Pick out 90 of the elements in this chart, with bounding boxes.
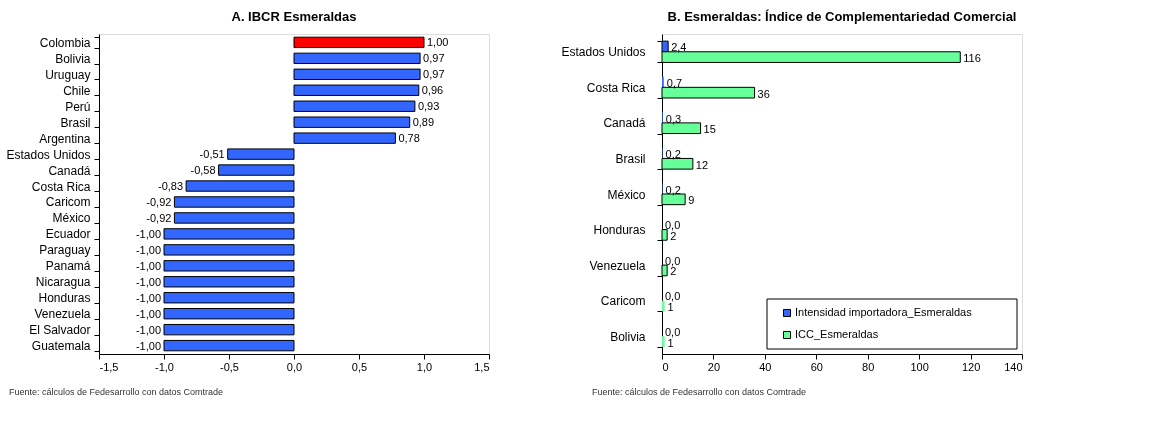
data-label: 0,78 — [398, 132, 420, 145]
data-label: 2,4 — [671, 41, 687, 54]
data-label: -0,83 — [158, 180, 184, 193]
data-label: 0,0 — [665, 290, 681, 303]
data-label: -1,00 — [135, 291, 161, 304]
data-label: 0,0 — [665, 219, 681, 232]
y-tick-label: Canadá — [603, 116, 646, 131]
y-tick-label: Bolivia — [610, 329, 646, 344]
data-label: -1,00 — [135, 339, 161, 352]
chart-title: B. Esmeraldas: Índice de Complementariedad Comercial — [667, 9, 1017, 24]
data-label: -1,00 — [135, 275, 161, 288]
legend-label: ICC_Esmeraldas — [795, 328, 879, 340]
legend-label: Intensidad importadora_Esmeraldas — [795, 306, 973, 318]
x-tick-label: 0 — [662, 360, 669, 373]
data-label: 0,93 — [417, 100, 440, 113]
data-label: -0,58 — [190, 164, 216, 177]
data-label: 1 — [667, 336, 674, 349]
data-label: -1,00 — [135, 227, 161, 240]
bar — [662, 300, 665, 312]
data-label: -1,00 — [135, 307, 161, 320]
y-tick-label: Paraguay — [39, 243, 91, 258]
x-tick-label: 1,5 — [474, 360, 490, 373]
chart-title: A. IBCR Esmeraldas — [231, 9, 357, 24]
data-label: 2 — [670, 265, 677, 278]
y-tick-label: Canadá — [48, 163, 91, 178]
y-tick-label: Estados Unidos — [561, 45, 646, 60]
y-tick-label: Bolivia — [55, 51, 91, 66]
y-tick-label: El Salvador — [29, 323, 91, 338]
y-tick-label: México — [607, 187, 646, 202]
data-label: -0,92 — [146, 211, 172, 224]
y-tick-label: Colombia — [39, 35, 91, 50]
data-label: 0,7 — [666, 77, 683, 89]
data-label: 0,0 — [665, 325, 681, 338]
y-tick-label: Brasil — [615, 151, 646, 166]
data-label: 116 — [963, 52, 981, 65]
data-label: -0,92 — [146, 195, 172, 208]
data-label: 0,2 — [665, 183, 681, 196]
source-note: Fuente: cálculos de Fedesarrollo con datos Comtrade — [9, 387, 224, 397]
y-tick-label: Caricom — [600, 294, 646, 309]
y-tick-label: Honduras — [38, 291, 91, 306]
data-label: 0,96 — [421, 84, 444, 97]
data-label: 12 — [695, 158, 709, 171]
y-tick-label: Brasil — [60, 115, 91, 130]
y-tick-label: Costa Rica — [586, 80, 646, 95]
data-label: 0,0 — [665, 254, 681, 267]
data-label: -1,00 — [135, 243, 161, 256]
y-tick-label: Caricom — [45, 195, 91, 210]
x-tick-label: -1,5 — [99, 360, 119, 373]
y-tick-label: Guatemala — [31, 339, 91, 354]
x-tick-label: 0,0 — [286, 360, 303, 373]
data-label: 2 — [670, 229, 677, 242]
y-tick-label: Perú — [65, 99, 91, 114]
y-tick-label: Argentina — [39, 131, 91, 146]
data-label: 0,2 — [665, 148, 681, 161]
y-tick-label: Ecuador — [45, 227, 91, 242]
x-tick-label: 80 — [862, 360, 875, 373]
source-note: Fuente: cálculos de Fedesarrollo con datos Comtrade — [592, 387, 807, 397]
y-tick-label: Estados Unidos — [6, 147, 91, 162]
data-label: 0,89 — [412, 116, 435, 129]
x-tick-label: -1,0 — [155, 360, 174, 373]
x-tick-label: 0,5 — [351, 360, 368, 373]
data-label: 1,00 — [427, 36, 449, 49]
data-label: -0,51 — [199, 148, 225, 161]
data-label: -1,00 — [135, 259, 161, 272]
y-tick-label: Venezuela — [589, 258, 646, 273]
x-tick-label: 140 — [1004, 360, 1023, 373]
y-tick-label: Costa Rica — [31, 179, 91, 194]
y-tick-label: Chile — [63, 83, 91, 98]
x-tick-label: 20 — [707, 360, 721, 373]
bar — [662, 336, 665, 347]
data-label: 1 — [667, 301, 674, 313]
y-tick-label: Nicaragua — [35, 275, 91, 290]
data-label: 9 — [688, 194, 695, 207]
x-tick-label: 60 — [810, 360, 823, 373]
y-tick-label: Honduras — [593, 223, 646, 238]
x-tick-label: 40 — [759, 360, 772, 373]
y-tick-label: Venezuela — [34, 307, 91, 322]
x-tick-label: 100 — [910, 360, 929, 373]
y-tick-label: México — [52, 211, 91, 226]
x-tick-label: 120 — [961, 360, 981, 373]
y-tick-label: Uruguay — [45, 67, 91, 82]
data-label: 0,97 — [423, 52, 445, 65]
x-tick-label: 1,0 — [416, 360, 433, 373]
data-label: -1,00 — [135, 323, 161, 336]
data-label: 36 — [757, 87, 770, 100]
data-label: 15 — [703, 123, 716, 136]
x-tick-label: -0,5 — [220, 360, 239, 373]
data-label: 0,3 — [665, 112, 682, 125]
data-label: 0,97 — [423, 68, 445, 81]
y-tick-label: Panamá — [45, 259, 91, 274]
